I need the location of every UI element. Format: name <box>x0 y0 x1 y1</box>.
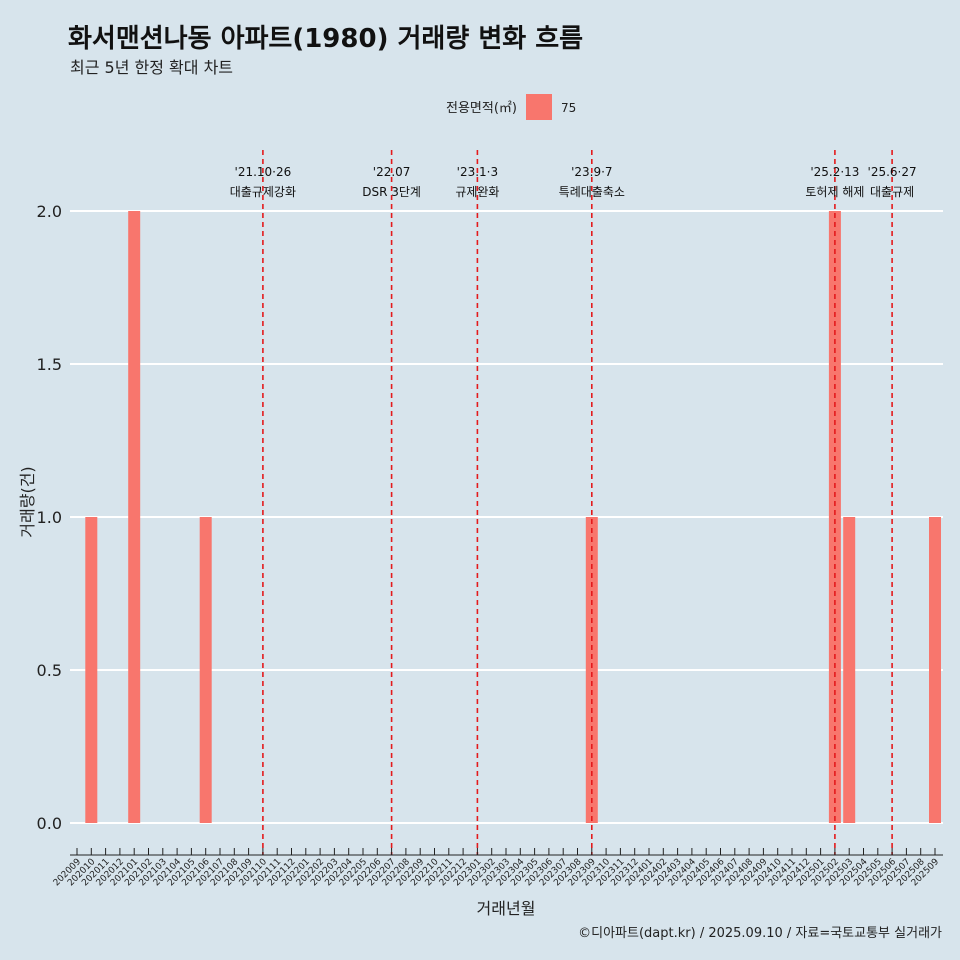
bar <box>929 517 941 823</box>
y-tick-label: 2.0 <box>37 202 62 221</box>
event-label: 규제완화 <box>455 185 499 199</box>
y-tick-label: 0.0 <box>37 814 62 833</box>
chart-subtitle: 최근 5년 한정 확대 차트 <box>70 58 234 77</box>
legend: 전용면적(㎡) 75 <box>446 94 576 120</box>
y-axis-title: 거래량(건) <box>18 466 37 537</box>
event-label: 대출규제 <box>870 185 914 199</box>
grid-lines <box>70 210 943 824</box>
event-date: '23.1·3 <box>457 165 498 179</box>
bars <box>85 211 941 823</box>
bar <box>843 517 856 823</box>
x-axis: 2020092020102020112020122021012021022021… <box>52 848 943 888</box>
bar <box>128 211 141 823</box>
event-label: 대출규제강화 <box>230 185 296 199</box>
event-markers: '21.10·26 대출규제강화 '22.07 DSR 3단계 '23.1·3 규제완화 '… <box>230 150 917 855</box>
legend-title: 전용면적(㎡) <box>446 101 517 116</box>
event-date: '22.07 <box>373 165 411 179</box>
event-date: '25.6·27 <box>868 165 917 179</box>
bar <box>585 517 598 823</box>
bar <box>828 211 841 823</box>
event-date: '25.2·13 <box>810 165 859 179</box>
legend-label: 75 <box>561 101 576 115</box>
y-axis-ticks: 0.0 0.5 1.0 1.5 2.0 <box>37 202 62 833</box>
event-label: 특례대출축소 <box>559 185 625 199</box>
y-tick-label: 1.5 <box>37 355 62 374</box>
bar <box>85 517 98 823</box>
y-tick-label: 0.5 <box>37 661 62 680</box>
event-label: 토허제 해제 <box>805 185 864 199</box>
legend-swatch <box>526 94 552 120</box>
event-label: DSR 3단계 <box>362 185 421 199</box>
event-date: '21.10·26 <box>235 165 292 179</box>
x-axis-title: 거래년월 <box>477 899 536 918</box>
source-caption: ©디아파트(dapt.kr) / 2025.09.10 / 자료=국토교통부 실… <box>578 926 942 941</box>
y-tick-label: 1.0 <box>37 508 62 527</box>
chart-title: 화서맨션나동 아파트(1980) 거래량 변화 흐름 <box>68 24 584 54</box>
event-date: '23.9·7 <box>571 165 612 179</box>
bar <box>199 517 212 823</box>
